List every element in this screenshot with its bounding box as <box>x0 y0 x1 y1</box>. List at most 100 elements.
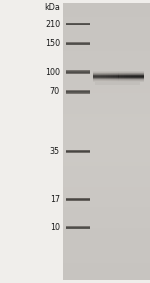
Bar <box>63 252 150 256</box>
Bar <box>63 263 150 266</box>
Bar <box>63 228 150 231</box>
Bar <box>63 270 150 273</box>
Bar <box>63 117 150 121</box>
Bar <box>63 152 150 155</box>
Bar <box>93 78 144 79</box>
Bar <box>93 75 144 76</box>
Bar <box>111 71 113 82</box>
Bar <box>139 71 141 82</box>
Bar <box>63 159 150 162</box>
Text: 17: 17 <box>50 195 60 204</box>
Bar <box>63 110 150 114</box>
Bar <box>131 71 134 82</box>
Bar <box>63 55 150 58</box>
Bar <box>63 245 150 249</box>
Bar <box>63 218 150 221</box>
Bar <box>63 207 150 211</box>
Bar <box>93 79 144 80</box>
Bar <box>63 169 150 173</box>
Bar <box>116 71 118 82</box>
Bar <box>63 259 150 263</box>
Bar <box>63 86 150 89</box>
Bar <box>63 24 150 27</box>
Bar <box>93 73 144 74</box>
Bar <box>63 3 150 6</box>
Bar <box>66 73 90 74</box>
Bar <box>63 114 150 117</box>
Bar <box>63 93 150 97</box>
Bar <box>63 194 150 197</box>
Bar <box>63 79 150 83</box>
Bar <box>63 44 150 48</box>
Bar <box>63 62 150 65</box>
Bar <box>93 71 144 72</box>
Bar <box>63 242 150 245</box>
Bar <box>63 204 150 207</box>
Bar <box>63 273 150 277</box>
Bar <box>63 145 150 148</box>
Bar <box>101 71 103 82</box>
Bar <box>63 107 150 110</box>
Bar <box>63 239 150 242</box>
Bar <box>63 214 150 218</box>
Bar <box>63 124 150 128</box>
Bar <box>63 277 150 280</box>
Bar <box>66 71 90 72</box>
Bar <box>63 83 150 86</box>
Bar <box>63 256 150 259</box>
Bar <box>126 71 129 82</box>
Bar <box>63 180 150 183</box>
Bar <box>63 27 150 31</box>
Bar <box>63 173 150 176</box>
Bar <box>63 34 150 38</box>
Bar <box>63 38 150 41</box>
Bar <box>129 71 131 82</box>
Text: 100: 100 <box>45 68 60 77</box>
Bar <box>63 69 150 72</box>
Bar <box>63 52 150 55</box>
Bar <box>63 231 150 235</box>
Bar <box>63 142 150 145</box>
Bar <box>63 166 150 169</box>
Bar <box>63 100 150 103</box>
Bar <box>108 71 111 82</box>
Bar <box>63 58 150 62</box>
Bar <box>118 71 121 82</box>
Bar <box>63 6 150 10</box>
Bar <box>63 186 150 190</box>
Bar <box>63 20 150 23</box>
Bar <box>63 131 150 135</box>
Bar <box>63 103 150 107</box>
Bar <box>136 71 139 82</box>
Bar <box>113 71 116 82</box>
Bar <box>93 71 96 82</box>
Text: 150: 150 <box>45 39 60 48</box>
Bar <box>63 138 150 142</box>
Bar <box>93 77 144 78</box>
Bar <box>63 65 150 69</box>
Bar <box>93 72 144 73</box>
Bar <box>96 71 98 82</box>
Bar <box>63 162 150 166</box>
Bar <box>66 72 90 73</box>
Bar <box>63 17 150 20</box>
Bar <box>134 71 136 82</box>
Text: 35: 35 <box>50 147 60 156</box>
Bar <box>66 70 90 71</box>
Text: kDa: kDa <box>44 3 60 12</box>
Bar <box>63 249 150 252</box>
Text: 10: 10 <box>50 223 60 232</box>
Bar <box>93 76 144 77</box>
Bar <box>141 71 144 82</box>
Bar <box>63 225 150 228</box>
Bar <box>63 13 150 17</box>
Bar <box>63 183 150 186</box>
Bar <box>121 71 124 82</box>
Bar <box>63 148 150 152</box>
Bar <box>63 121 150 124</box>
Bar <box>63 72 150 76</box>
Text: 210: 210 <box>45 20 60 29</box>
Bar <box>63 48 150 52</box>
Bar <box>63 135 150 138</box>
Bar <box>63 200 150 204</box>
